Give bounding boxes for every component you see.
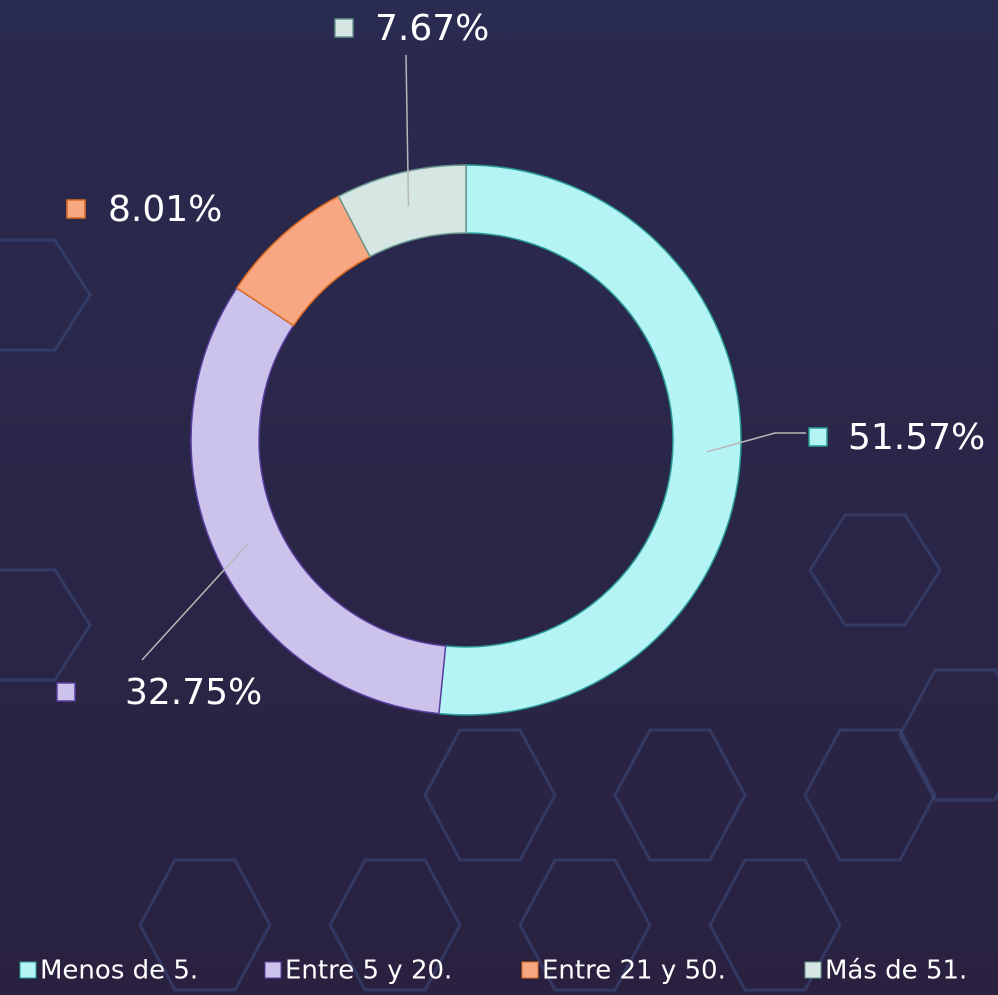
data-label: 8.01% <box>108 189 222 230</box>
data-label: 32.75% <box>125 672 262 713</box>
chart: 51.57% 32.75% 8.01% 7.67% Menos de 5. Entre … <box>0 0 998 995</box>
legend-label: Más de 51. <box>825 956 967 986</box>
label-marker <box>809 428 827 446</box>
background <box>0 0 998 995</box>
legend-swatch <box>805 962 821 978</box>
legend-label: Menos de 5. <box>40 956 198 986</box>
label-marker <box>67 200 85 218</box>
data-label: 51.57% <box>848 417 985 458</box>
legend-swatch <box>20 962 36 978</box>
legend-swatch <box>522 962 538 978</box>
legend-swatch <box>265 962 281 978</box>
label-marker <box>335 19 353 37</box>
legend-label: Entre 5 y 20. <box>285 956 452 986</box>
legend-label: Entre 21 y 50. <box>542 956 726 986</box>
data-label: 7.67% <box>375 8 489 49</box>
label-marker <box>57 683 75 701</box>
